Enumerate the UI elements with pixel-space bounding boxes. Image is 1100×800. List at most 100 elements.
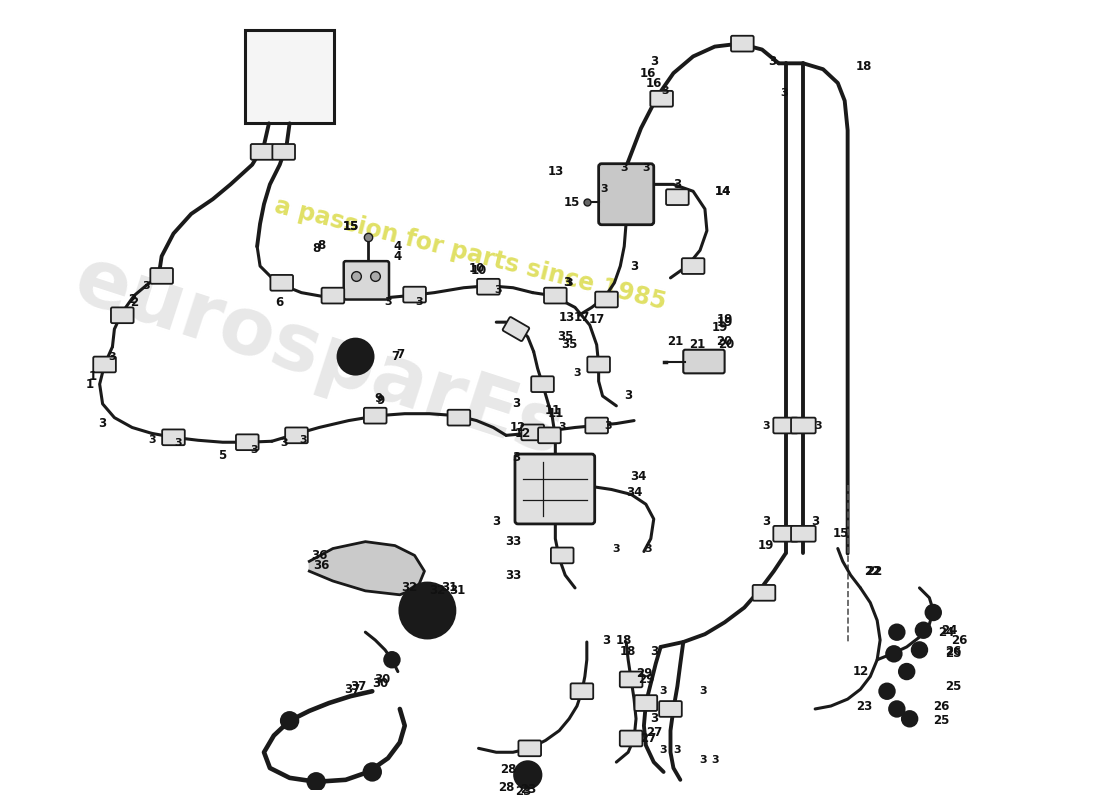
Text: 19: 19 — [716, 313, 733, 326]
FancyBboxPatch shape — [111, 307, 133, 323]
Text: 12: 12 — [509, 421, 526, 434]
FancyBboxPatch shape — [650, 91, 673, 106]
Text: 22: 22 — [866, 565, 882, 578]
Text: 17: 17 — [574, 310, 590, 324]
Circle shape — [345, 346, 365, 366]
Circle shape — [889, 701, 904, 717]
Text: 34: 34 — [630, 470, 646, 483]
Text: 3: 3 — [142, 281, 150, 290]
FancyBboxPatch shape — [598, 164, 653, 225]
Text: 14: 14 — [715, 185, 730, 198]
Text: 3: 3 — [673, 746, 681, 755]
FancyBboxPatch shape — [271, 275, 293, 290]
Text: 22: 22 — [865, 565, 880, 578]
Text: 18: 18 — [616, 634, 632, 646]
Text: 32: 32 — [402, 582, 418, 594]
Text: 3: 3 — [762, 421, 770, 430]
Text: 25: 25 — [945, 647, 961, 660]
Text: a passion for parts since 1985: a passion for parts since 1985 — [273, 194, 669, 314]
Text: 33: 33 — [505, 569, 521, 582]
FancyBboxPatch shape — [791, 418, 816, 434]
Text: 28: 28 — [499, 763, 516, 777]
Text: 2: 2 — [128, 293, 136, 306]
FancyBboxPatch shape — [521, 425, 544, 440]
Text: 3: 3 — [762, 515, 770, 529]
Text: 29: 29 — [636, 667, 652, 680]
FancyBboxPatch shape — [404, 286, 426, 302]
Text: 2: 2 — [130, 296, 139, 309]
Text: 3: 3 — [624, 390, 632, 402]
Text: 31: 31 — [449, 584, 465, 598]
Text: 1: 1 — [86, 378, 94, 390]
FancyBboxPatch shape — [162, 430, 185, 445]
Circle shape — [915, 622, 932, 638]
FancyBboxPatch shape — [531, 376, 554, 392]
FancyBboxPatch shape — [773, 526, 798, 542]
Text: 3: 3 — [299, 435, 307, 446]
Text: 3: 3 — [603, 634, 611, 646]
FancyBboxPatch shape — [619, 730, 642, 746]
FancyBboxPatch shape — [515, 454, 595, 524]
Circle shape — [886, 646, 902, 662]
Text: 8: 8 — [312, 242, 320, 255]
Text: 23: 23 — [519, 783, 536, 796]
Text: 3: 3 — [650, 55, 658, 68]
Text: 26: 26 — [933, 699, 949, 713]
Text: 28: 28 — [498, 781, 515, 794]
Text: 3: 3 — [99, 417, 107, 430]
Text: 3: 3 — [605, 421, 613, 430]
FancyBboxPatch shape — [503, 317, 529, 341]
Circle shape — [912, 642, 927, 658]
Text: 20: 20 — [716, 335, 733, 348]
Text: 13: 13 — [547, 165, 563, 178]
FancyBboxPatch shape — [321, 288, 344, 303]
Circle shape — [363, 763, 381, 781]
Text: eurosparEs: eurosparEs — [65, 241, 573, 473]
Circle shape — [338, 339, 373, 374]
Text: 29: 29 — [638, 673, 654, 686]
Text: 23: 23 — [856, 699, 872, 713]
FancyBboxPatch shape — [587, 357, 610, 372]
Text: 11: 11 — [544, 404, 561, 418]
Text: 9: 9 — [374, 393, 383, 406]
Text: 3: 3 — [811, 515, 819, 529]
FancyBboxPatch shape — [151, 268, 173, 284]
Bar — [245, 30, 334, 123]
FancyBboxPatch shape — [571, 683, 593, 699]
Text: 30: 30 — [374, 673, 390, 686]
Circle shape — [384, 652, 399, 668]
Text: 3: 3 — [673, 178, 681, 191]
Text: 26: 26 — [950, 634, 967, 646]
Text: 3: 3 — [662, 86, 670, 96]
Text: 5: 5 — [219, 449, 227, 462]
Text: 3: 3 — [175, 438, 183, 448]
Circle shape — [889, 624, 904, 640]
Text: 37: 37 — [351, 680, 366, 693]
Text: 9: 9 — [376, 394, 384, 407]
Text: 3: 3 — [384, 298, 392, 307]
FancyBboxPatch shape — [659, 701, 682, 717]
Text: 35: 35 — [561, 338, 578, 351]
FancyBboxPatch shape — [682, 258, 704, 274]
Polygon shape — [309, 542, 425, 594]
FancyBboxPatch shape — [364, 408, 386, 423]
Text: 25: 25 — [933, 714, 949, 727]
Text: 3: 3 — [700, 755, 707, 765]
Text: 25: 25 — [945, 680, 961, 693]
Text: 3: 3 — [494, 285, 502, 294]
Text: 36: 36 — [312, 558, 329, 572]
Text: 1: 1 — [89, 370, 97, 382]
Text: 37: 37 — [344, 682, 361, 696]
Circle shape — [902, 711, 917, 726]
FancyBboxPatch shape — [236, 434, 258, 450]
Text: 19: 19 — [716, 316, 733, 329]
Text: 12: 12 — [515, 427, 531, 440]
FancyBboxPatch shape — [619, 671, 642, 687]
Text: 11: 11 — [547, 407, 563, 420]
FancyBboxPatch shape — [251, 144, 274, 160]
Text: 3: 3 — [700, 686, 707, 696]
Text: 21: 21 — [689, 338, 705, 351]
Text: 20: 20 — [718, 338, 735, 351]
FancyBboxPatch shape — [732, 36, 754, 51]
Text: 8: 8 — [317, 239, 326, 252]
